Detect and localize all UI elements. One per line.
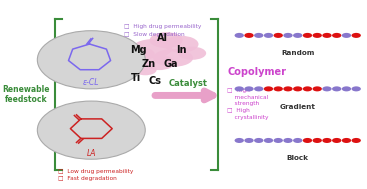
Circle shape — [303, 138, 312, 143]
Text: Renewable
feedstock: Renewable feedstock — [2, 85, 50, 104]
Ellipse shape — [153, 49, 193, 67]
Text: Block: Block — [287, 155, 309, 161]
Ellipse shape — [178, 47, 206, 60]
Circle shape — [293, 33, 302, 38]
Circle shape — [332, 86, 341, 91]
Text: In: In — [176, 45, 186, 55]
Ellipse shape — [134, 65, 157, 75]
Circle shape — [313, 33, 322, 38]
Circle shape — [303, 86, 312, 91]
Circle shape — [303, 33, 312, 38]
Circle shape — [273, 86, 283, 91]
Text: □  High drug permeability
□  Slow degradation: □ High drug permeability □ Slow degradat… — [124, 24, 202, 36]
Circle shape — [254, 138, 264, 143]
Ellipse shape — [129, 48, 155, 60]
Circle shape — [235, 33, 244, 38]
Circle shape — [293, 138, 302, 143]
Circle shape — [313, 86, 322, 91]
Ellipse shape — [150, 32, 183, 48]
Circle shape — [254, 33, 264, 38]
Circle shape — [322, 138, 332, 143]
Circle shape — [352, 86, 361, 91]
Circle shape — [332, 138, 341, 143]
Circle shape — [322, 33, 332, 38]
Text: Mg: Mg — [130, 45, 146, 55]
Ellipse shape — [164, 36, 199, 53]
Text: Al: Al — [157, 33, 168, 43]
Circle shape — [342, 33, 351, 38]
Circle shape — [273, 33, 283, 38]
Text: Catalyst: Catalyst — [168, 79, 208, 88]
Circle shape — [264, 138, 273, 143]
Circle shape — [235, 86, 244, 91]
Circle shape — [283, 33, 292, 38]
Ellipse shape — [143, 55, 175, 70]
Text: Zn: Zn — [142, 59, 156, 69]
Circle shape — [235, 138, 244, 143]
Circle shape — [264, 86, 273, 91]
Circle shape — [313, 138, 322, 143]
Text: □  High
    mechanical
    strength
□  High
    crystallinity: □ High mechanical strength □ High crysta… — [227, 88, 269, 120]
Circle shape — [37, 101, 145, 159]
Text: Cs: Cs — [149, 76, 161, 86]
Text: Copolymer: Copolymer — [227, 67, 286, 77]
Circle shape — [37, 31, 145, 89]
Circle shape — [342, 138, 351, 143]
Text: □  Low drug permeability
□  Fast degradation: □ Low drug permeability □ Fast degradati… — [58, 169, 134, 181]
Circle shape — [332, 33, 341, 38]
Circle shape — [264, 33, 273, 38]
Circle shape — [342, 86, 351, 91]
Text: Gradient: Gradient — [280, 104, 316, 110]
Text: Ga: Ga — [163, 60, 178, 70]
Circle shape — [283, 138, 292, 143]
Circle shape — [244, 138, 254, 143]
Text: LA: LA — [87, 149, 96, 158]
Text: Ti: Ti — [131, 73, 141, 83]
Text: ε-CL: ε-CL — [83, 78, 99, 87]
Circle shape — [273, 138, 283, 143]
Circle shape — [352, 138, 361, 143]
Circle shape — [293, 86, 302, 91]
Text: Random: Random — [281, 50, 315, 56]
Circle shape — [352, 33, 361, 38]
Circle shape — [283, 86, 292, 91]
Circle shape — [322, 86, 332, 91]
Circle shape — [244, 33, 254, 38]
Circle shape — [254, 86, 264, 91]
Circle shape — [244, 86, 254, 91]
Ellipse shape — [132, 39, 172, 58]
